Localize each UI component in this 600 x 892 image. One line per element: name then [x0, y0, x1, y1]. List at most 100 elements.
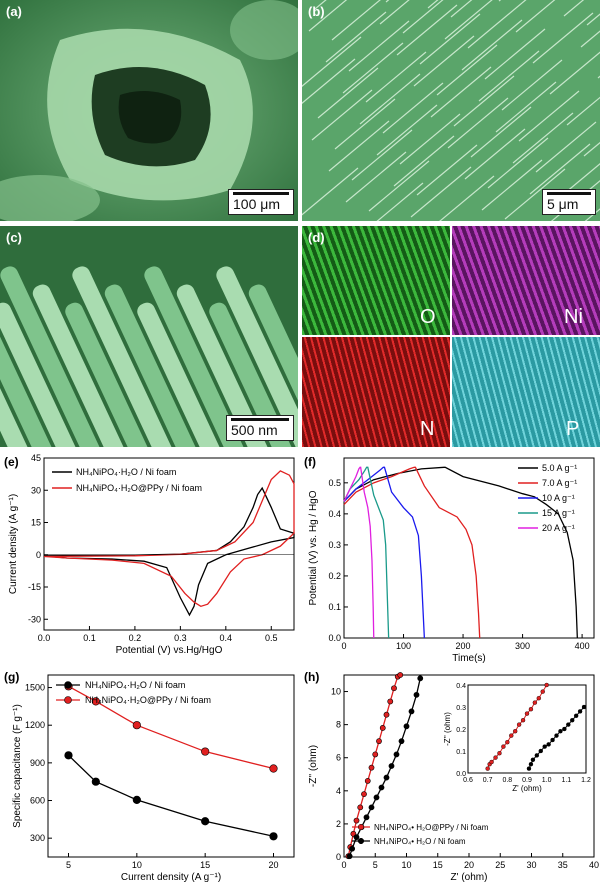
dendrite-streak — [583, 141, 600, 157]
x-tick-label: 0.3 — [174, 633, 187, 643]
nanorod — [0, 266, 50, 447]
y-tick-label: 45 — [31, 453, 41, 463]
dendrite-streak — [376, 104, 438, 156]
x-tick-label: 0.2 — [129, 633, 142, 643]
panel-label-h: (h) — [304, 670, 319, 684]
data-point — [403, 723, 410, 730]
y-tick-label: 6 — [336, 753, 341, 763]
x-axis-label: Z' (ohm) — [451, 872, 488, 883]
inset-data-point — [554, 733, 559, 738]
eds-map-p — [452, 337, 600, 447]
dendrite-streak — [439, 175, 495, 221]
x-axis-label: Potential (V) vs.Hg/HgO — [116, 645, 223, 656]
y-tick-label: 0.5 — [328, 478, 341, 488]
dendrite-streak — [430, 66, 492, 118]
inset-data-point — [526, 766, 532, 771]
y-axis-label: -Z'' (ohm) — [308, 745, 319, 787]
scale-label-b: 5 μm — [547, 196, 579, 212]
dendrite-streak — [348, 20, 410, 72]
dendrite-streak — [399, 113, 461, 165]
inset-data-point — [524, 711, 530, 716]
y-tick-label: 10 — [331, 687, 341, 697]
dendrite-streak — [410, 166, 472, 218]
dendrite-streak — [382, 82, 444, 134]
x-tick-label: 10 — [132, 860, 142, 870]
inset-data-point — [485, 766, 490, 771]
inset-data-point — [489, 759, 494, 765]
scale-label-a: 100 μm — [233, 196, 280, 212]
inset-data-point — [544, 682, 549, 688]
panel-label-d: (d) — [308, 230, 325, 245]
inset-data-point — [509, 733, 514, 738]
legend-label: NH₄NiPO₄·H₂O@PPy / Ni foam — [85, 695, 211, 705]
eds-map-n — [302, 337, 450, 447]
data-point — [398, 738, 405, 745]
dendrite-streak — [365, 51, 427, 103]
legend-marker — [357, 837, 365, 845]
inset-data-point — [505, 739, 510, 745]
chart-g-rate-capability: (g) 5 10 15 20 300 600 900 1200 1500 Current densi… — [4, 670, 295, 883]
legend-marker — [64, 681, 72, 689]
nanorod — [176, 284, 298, 447]
inset-data-point — [550, 737, 555, 743]
legend-label: 15 A g⁻¹ — [542, 508, 575, 518]
dendrite-streak — [504, 168, 566, 220]
inset-data-point — [566, 722, 571, 727]
x-tick-label: 400 — [575, 641, 590, 651]
dendrite-streak — [396, 4, 458, 56]
data-point — [269, 832, 278, 841]
dendrite-streak — [311, 89, 373, 141]
data-point — [408, 708, 415, 715]
dendrite-streak — [314, 0, 327, 10]
dendrite-streak — [464, 128, 526, 180]
x-axis-label: Current density (A g⁻¹) — [121, 872, 221, 883]
dendrite-streak — [379, 0, 410, 25]
inset-data-point — [570, 718, 575, 723]
dendrite-streak — [359, 73, 421, 125]
dendrite-streak — [501, 59, 563, 111]
nanorod — [144, 266, 266, 447]
x-tick-label: 20 — [268, 860, 278, 870]
data-point — [363, 814, 370, 821]
dendrite-streak — [461, 19, 523, 71]
inset-data-point — [532, 700, 538, 705]
inset-data-point — [520, 718, 526, 723]
series-line-0 — [68, 754, 274, 837]
legend-label: NH₄NiPO₄• H₂O / Ni foam — [374, 837, 466, 846]
data-point — [376, 738, 382, 745]
data-point — [368, 764, 375, 771]
y-tick-label: 300 — [30, 833, 45, 843]
legend-marker — [64, 696, 72, 704]
dendrite-streak — [580, 30, 600, 48]
x-tick-label: 5 — [373, 860, 378, 870]
data-point — [391, 685, 397, 692]
x-tick-label: 40 — [589, 860, 599, 870]
y-tick-label: 2 — [336, 819, 341, 829]
data-point — [64, 751, 73, 760]
dendrite-streak — [331, 0, 381, 41]
data-point — [373, 794, 380, 801]
eds-map-o — [302, 226, 450, 335]
dendrite-streak — [302, 36, 362, 87]
dendrite-streak — [351, 129, 413, 181]
inset-data-point — [536, 696, 542, 701]
inset-data-point — [530, 757, 536, 763]
chart-f-gcd-curves: (f) 0 100 200 300 400 0.0 0.1 0.2 0.3 0.4 0.5 Time(s… — [304, 455, 595, 664]
y-axis-label: Specific capacitance (F g⁻¹) — [12, 704, 23, 828]
inset-data-point — [540, 689, 545, 694]
data-point — [346, 853, 353, 860]
dendrite-streak — [518, 90, 580, 142]
data-point — [361, 791, 367, 798]
dendrite-streak — [495, 81, 557, 133]
dendrite-streak — [368, 160, 430, 212]
inset-y-tick-label: 0.1 — [456, 749, 466, 756]
eds-label-o: O — [420, 306, 436, 328]
inset-data-point — [558, 728, 563, 734]
scale-bar-c: 500 nm — [226, 415, 294, 441]
dendrite-streak — [302, 58, 356, 104]
dendrite-streak — [447, 97, 509, 149]
legend-label: NH₄NiPO₄·H₂O / Ni foam — [76, 467, 176, 477]
inset-data-point — [493, 755, 498, 760]
legend-label: NH₄NiPO₄·H₂O / Ni foam — [85, 680, 185, 690]
data-point — [269, 764, 278, 773]
